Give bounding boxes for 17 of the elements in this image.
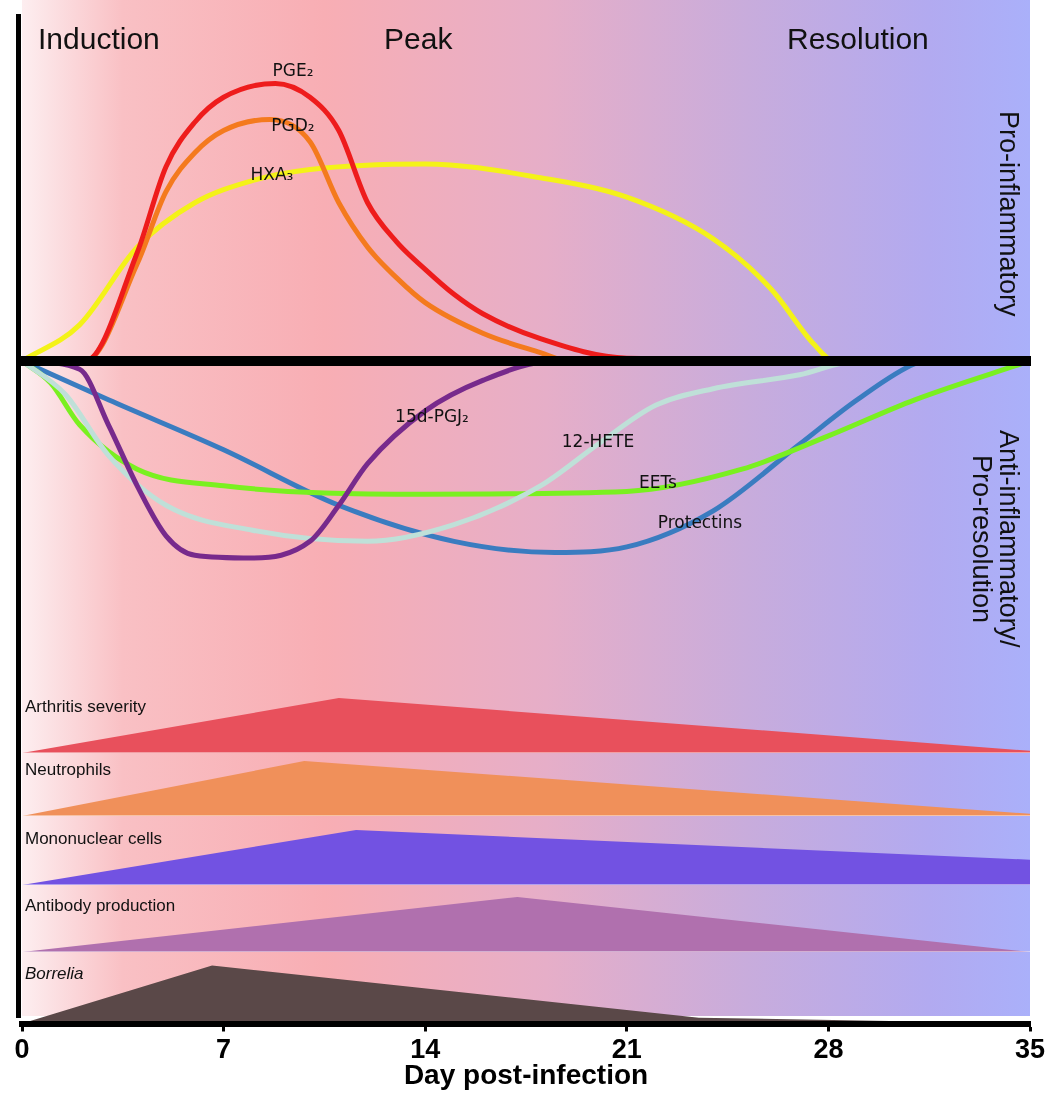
series-label: Arthritis severity (25, 696, 147, 716)
series-label: HXA₃ (250, 164, 294, 185)
series-label: Neutrophils (25, 759, 111, 779)
x-tick-label: 7 (216, 1034, 232, 1065)
x-tick-label: 35 (1014, 1034, 1046, 1065)
annotation: Pro-inflammatory (994, 110, 1024, 319)
x-tick-label: 0 (14, 1034, 30, 1065)
series-label: Antibody production (25, 895, 176, 915)
text: Induction (38, 22, 160, 56)
annotation: Anti-inflammatory/ Pro-resolution (967, 429, 1024, 650)
series-label: 12-HETE (561, 431, 635, 452)
x-tick-label: 28 (813, 1034, 844, 1065)
text: Peak (384, 22, 453, 56)
text: Resolution (787, 22, 929, 56)
series-label: Borrelia (25, 963, 84, 983)
series-label: Mononuclear cells (25, 828, 163, 848)
series-label: PGE₂ (272, 60, 314, 81)
